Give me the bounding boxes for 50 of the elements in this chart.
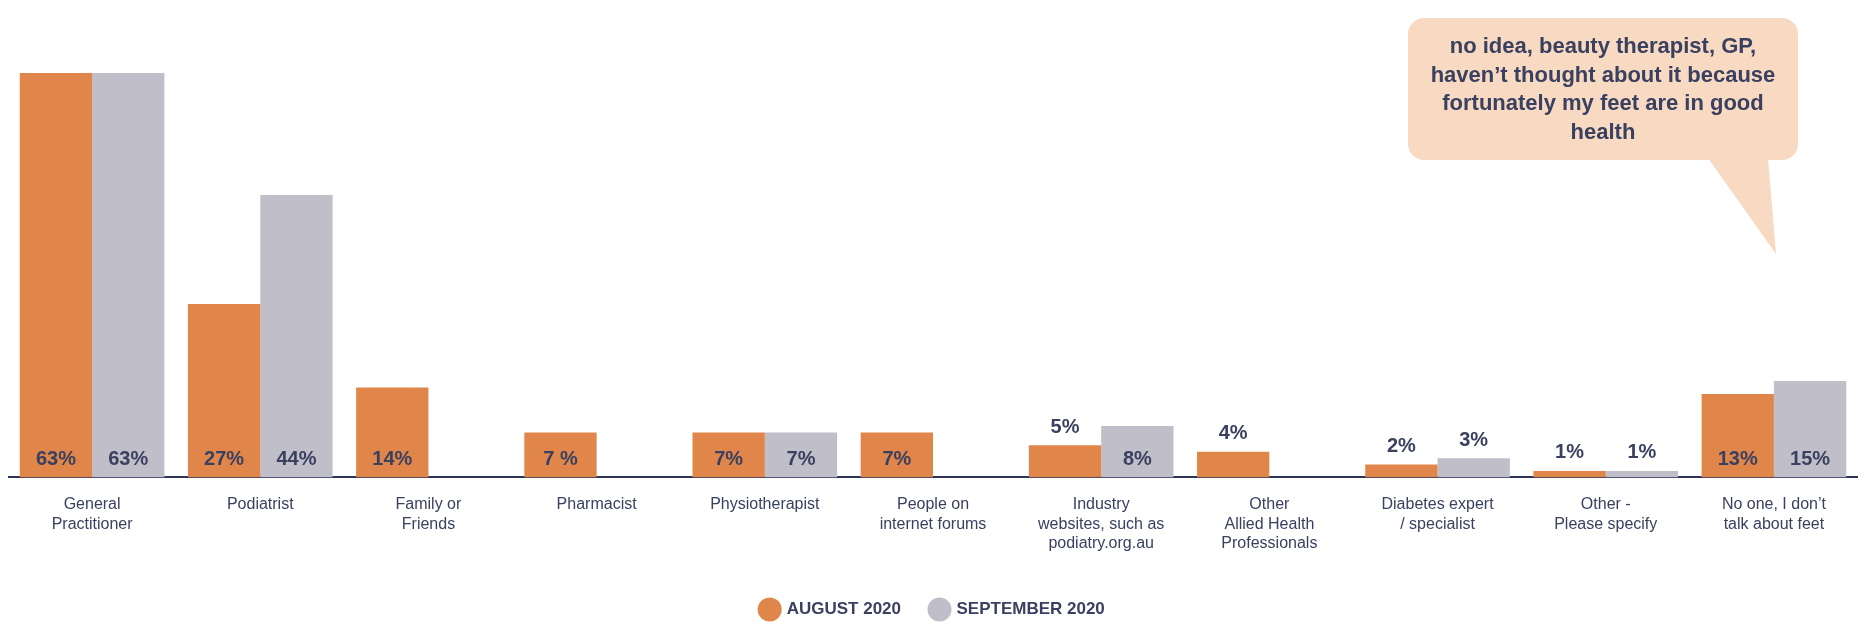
data-label: 14% bbox=[372, 446, 413, 469]
data-label: 15% bbox=[1790, 446, 1831, 469]
data-label: 13% bbox=[1717, 446, 1758, 469]
bar bbox=[19, 72, 93, 478]
x-tick-label: Other - Please specify bbox=[1554, 495, 1658, 532]
bar bbox=[187, 304, 261, 478]
bar bbox=[1101, 426, 1174, 478]
bar bbox=[1605, 470, 1679, 478]
bar bbox=[1365, 464, 1438, 478]
data-label: 3% bbox=[1459, 427, 1489, 450]
x-tick-label: No one, I don’t talk about feet bbox=[1721, 495, 1827, 532]
x-tick-label: Physiotherapist bbox=[710, 495, 821, 513]
x-tick-label: Diabetes expert / specialist bbox=[1381, 495, 1495, 532]
bar bbox=[1437, 458, 1510, 478]
data-label: 63% bbox=[35, 446, 77, 469]
x-tick-label: Podiatrist bbox=[226, 495, 295, 513]
data-label: 7% bbox=[786, 446, 816, 469]
bar bbox=[1197, 451, 1270, 478]
x-tick-label: Pharmacist bbox=[556, 495, 638, 513]
data-label: 7% bbox=[714, 446, 744, 469]
x-tick-label: General Practitioner bbox=[51, 495, 134, 532]
bar bbox=[524, 432, 597, 478]
data-label: 63% bbox=[108, 446, 149, 469]
data-label: 2% bbox=[1386, 434, 1417, 457]
legend-label: AUGUST 2020 bbox=[786, 599, 901, 619]
bar bbox=[764, 432, 838, 478]
data-label: 1% bbox=[1555, 440, 1585, 463]
x-tick-label: People on internet forums bbox=[879, 495, 987, 532]
data-label: 7% bbox=[882, 446, 912, 469]
bar bbox=[692, 432, 765, 478]
data-label: 44% bbox=[276, 446, 317, 469]
x-tick-label: Family or Friends bbox=[395, 495, 463, 532]
data-label: 5% bbox=[1050, 414, 1080, 437]
data-label: 7 % bbox=[543, 446, 578, 469]
bar bbox=[356, 387, 429, 478]
legend-label: SEPTEMBER 2020 bbox=[956, 599, 1105, 619]
bar bbox=[1533, 470, 1606, 478]
data-label: 1% bbox=[1627, 440, 1657, 463]
bar bbox=[1701, 393, 1774, 478]
x-tick-label: Other Allied Health Professionals bbox=[1221, 495, 1318, 551]
data-label: 4% bbox=[1218, 421, 1248, 444]
bar bbox=[1773, 381, 1847, 478]
x-tick-label: Industry websites, such as podiatry.org.au bbox=[1037, 495, 1165, 551]
data-label: 27% bbox=[204, 446, 245, 469]
bar bbox=[1028, 445, 1102, 478]
data-label: 8% bbox=[1122, 446, 1153, 469]
bar bbox=[92, 72, 165, 478]
annotation: no idea, beauty therapist, GP, haven’t thought about it because fortunately my feet are in good health bbox=[1408, 18, 1798, 161]
bar bbox=[260, 194, 333, 478]
bar bbox=[860, 432, 933, 478]
